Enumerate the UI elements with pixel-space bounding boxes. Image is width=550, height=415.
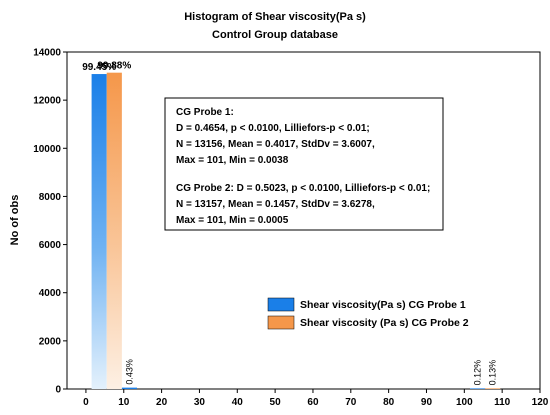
legend-swatch-probe-1: [267, 297, 295, 312]
bar-label-series-1-bin-0: 99.45%: [82, 62, 116, 73]
chart-title: Histogram of Shear viscosity(Pa s): [184, 11, 366, 23]
y-tick-label-4: 8000: [39, 192, 62, 203]
bar-label-series-2-bin-1: 0.13%: [488, 360, 498, 386]
stats-line-7: N = 13157, Mean = 0.1457, StdDv = 3.6278…: [176, 199, 375, 210]
bar-series-2-bin-1: [485, 388, 501, 389]
bar-series-2-bin-0: [106, 72, 122, 389]
y-tick-label-7: 14000: [33, 48, 61, 59]
x-tick-label-8: 80: [383, 397, 395, 408]
x-tick-label-11: 110: [494, 397, 511, 408]
legend-label-probe-1: Shear viscosity(Pa s) CG Probe 1: [300, 299, 466, 311]
x-tick-label-3: 30: [194, 397, 206, 408]
chart-subtitle: Control Group database: [212, 29, 338, 41]
stats-line-4: Max = 101, Min = 0.0038: [176, 155, 289, 166]
x-tick-label-7: 70: [345, 397, 357, 408]
stats-line-8: Max = 101, Min = 0.0005: [176, 215, 289, 226]
x-tick-label-6: 60: [307, 397, 319, 408]
x-tick-label-0: 0: [83, 397, 89, 408]
x-tick-label-1: 10: [118, 397, 130, 408]
y-axis-title: No of obs: [9, 195, 21, 246]
x-tick-label-2: 20: [156, 397, 168, 408]
legend: Shear viscosity(Pa s) CG Probe 1 Shear v…: [267, 297, 469, 330]
y-tick-label-6: 12000: [33, 96, 61, 107]
y-tick-label-3: 6000: [39, 240, 62, 251]
y-tick-label-5: 10000: [33, 144, 61, 155]
plot-frame: [66, 51, 541, 390]
stats-line-1: CG Probe 1:: [176, 107, 234, 118]
y-tick-label-2: 4000: [39, 288, 62, 299]
bar-series-1-bin-2: [469, 388, 486, 389]
x-axis-ticks: 0 10 20 30 40 50 60 70 80 90 100 110 120: [83, 389, 549, 408]
bar-label-series-1-bin-1: 0.43%: [124, 359, 134, 385]
legend-label-probe-2: Shear viscosity (Pa s) CG Probe 2: [300, 317, 469, 329]
y-tick-label-0: 0: [55, 385, 61, 396]
x-tick-label-12: 120: [532, 397, 549, 408]
y-axis-ticks: 0 2000 4000 6000 8000 10000 12000 14000: [33, 48, 67, 396]
bar-label-series-2-bin-0: 99.88%: [97, 61, 131, 72]
stats-line-3: N = 13156, Mean = 0.4017, StdDv = 3.6007…: [176, 139, 375, 150]
x-tick-label-4: 40: [232, 397, 244, 408]
bars-group: [91, 72, 501, 389]
legend-swatch-probe-2: [267, 315, 295, 330]
bar-label-series-1-bin-2: 0.12%: [473, 360, 483, 386]
x-tick-label-9: 90: [421, 397, 433, 408]
stats-box: CG Probe 1: D = 0.4654, p < 0.0100, Lill…: [164, 97, 444, 231]
y-tick-label-1: 2000: [39, 336, 62, 347]
x-tick-label-5: 50: [270, 397, 282, 408]
stats-box-frame: [164, 97, 444, 231]
bar-labels-group: 99.45% 0.43% 0.12% 99.88% 0.13%: [82, 61, 497, 386]
bar-series-1-bin-0: [91, 74, 107, 389]
stats-line-2: D = 0.4654, p < 0.0100, Lilliefors-p < 0…: [176, 123, 370, 134]
x-tick-label-10: 100: [456, 397, 473, 408]
stats-line-6: CG Probe 2: D = 0.5023, p < 0.0100, Lill…: [176, 183, 430, 194]
bar-series-1-bin-1: [121, 387, 138, 389]
